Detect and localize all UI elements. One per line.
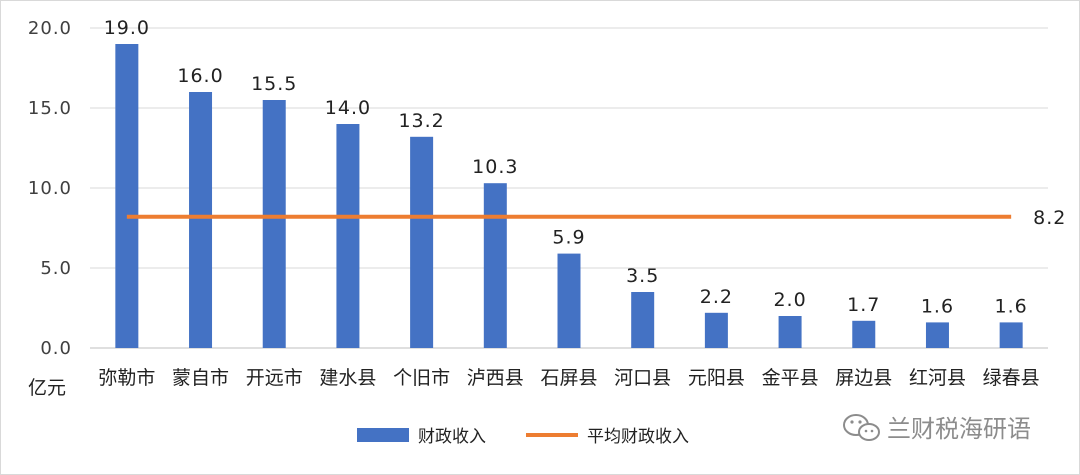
category-label: 泸西县 — [467, 367, 524, 389]
watermark-text: 兰财税海研语 — [887, 415, 1031, 443]
bar — [631, 292, 655, 348]
bar-data-label: 1.6 — [995, 295, 1028, 317]
legend-label-line: 平均财政收入 — [587, 427, 689, 447]
gridlines — [90, 27, 1048, 349]
category-label: 金平县 — [762, 367, 819, 389]
bar — [925, 322, 949, 348]
bar — [704, 312, 728, 348]
bar — [410, 136, 434, 348]
legend: 财政收入 平均财政收入 — [357, 427, 689, 447]
y-tick-label: 10.0 — [28, 178, 72, 199]
bar-data-label: 5.9 — [552, 227, 585, 249]
category-labels: 弥勒市 蒙自市 开远市 建水县 个旧市 泸西县 石屏县 河口县 元阳县 金平县 屏边县 红河县 绿春县 — [98, 367, 1039, 389]
wechat-icon — [843, 414, 880, 441]
bar-data-label: 10.3 — [472, 156, 518, 178]
bar-data-label: 3.5 — [626, 265, 659, 287]
y-tick-label: 0.0 — [40, 338, 72, 359]
category-label: 建水县 — [319, 367, 376, 389]
y-tick-label: 5.0 — [40, 258, 72, 279]
bar — [336, 124, 360, 348]
bar — [189, 92, 213, 348]
bar-data-label: 16.0 — [177, 65, 223, 87]
legend-label-bar: 财政收入 — [418, 427, 486, 447]
bars — [115, 44, 1023, 348]
category-label: 蒙自市 — [172, 367, 229, 389]
category-label: 石屏县 — [540, 367, 597, 389]
bar-data-label: 14.0 — [325, 97, 371, 119]
category-label: 绿春县 — [983, 367, 1040, 389]
bar-data-label: 1.6 — [921, 295, 954, 317]
bar — [557, 253, 581, 348]
average-line: 8.2 — [126, 207, 1066, 229]
watermark: 兰财税海研语 — [843, 414, 1031, 443]
y-tick-label: 15.0 — [28, 98, 72, 119]
data-labels: 19.0 16.0 15.5 14.0 13.2 10.3 5.9 3.5 2.2 2.0 1.7 1… — [104, 17, 1028, 317]
bar — [115, 44, 139, 348]
bar-data-label: 13.2 — [398, 110, 444, 132]
category-label: 元阳县 — [688, 367, 745, 389]
bar — [999, 322, 1023, 348]
y-axis-unit: 亿元 — [28, 377, 66, 399]
average-line-label: 8.2 — [1033, 207, 1066, 229]
bar-data-label: 19.0 — [104, 17, 150, 39]
category-label: 河口县 — [614, 367, 671, 389]
bar — [778, 316, 802, 348]
y-tick-label: 20.0 — [28, 18, 72, 39]
bar — [483, 183, 507, 348]
bar-data-label: 15.5 — [251, 73, 297, 95]
bar — [262, 100, 286, 348]
category-label: 弥勒市 — [98, 367, 155, 389]
bar-data-label: 1.7 — [847, 294, 880, 316]
legend-swatch-bar — [357, 428, 409, 442]
category-label: 屏边县 — [835, 367, 892, 389]
category-label: 个旧市 — [393, 367, 450, 389]
bar-data-label: 2.0 — [773, 289, 806, 311]
bar — [852, 320, 876, 348]
category-label: 红河县 — [909, 367, 966, 389]
bar-data-label: 2.2 — [700, 286, 733, 308]
y-axis-ticks: 0.0 5.0 10.0 15.0 20.0 — [28, 18, 72, 359]
category-label: 开远市 — [246, 367, 303, 389]
